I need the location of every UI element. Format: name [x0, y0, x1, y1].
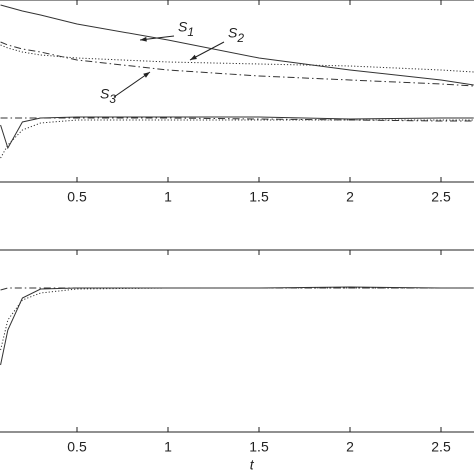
series-label: S2: [228, 25, 244, 45]
x-tick-label: 1.5: [249, 439, 269, 455]
x-tick-label: 1.5: [249, 189, 269, 205]
x-tick-label: 2.5: [431, 439, 451, 455]
axes-box: [0, 0, 474, 183]
axes-box: [0, 249, 474, 433]
series-label: S1: [178, 19, 194, 39]
arrow-head: [190, 54, 197, 60]
arrow-head: [140, 36, 147, 42]
label-arrow: [113, 71, 151, 98]
x-tick-label: 1: [164, 189, 172, 205]
x-tick-label: 2: [346, 189, 354, 205]
series-line: [0, 116, 474, 150]
x-tick-label: 2: [346, 439, 354, 455]
series-line: [0, 287, 474, 351]
series-line: [0, 41, 474, 87]
series-line: [0, 286, 474, 366]
x-tick-label: 0.5: [67, 189, 87, 205]
arrow-head: [143, 72, 150, 78]
x-tick-label: 1: [164, 439, 172, 455]
x-tick-label: 0.5: [67, 439, 87, 455]
series-label: S3: [100, 86, 116, 106]
x-tick-label: 2.5: [431, 189, 451, 205]
series-line: [0, 119, 474, 159]
x-axis-label: t: [250, 457, 255, 473]
series-line: [0, 4, 474, 86]
